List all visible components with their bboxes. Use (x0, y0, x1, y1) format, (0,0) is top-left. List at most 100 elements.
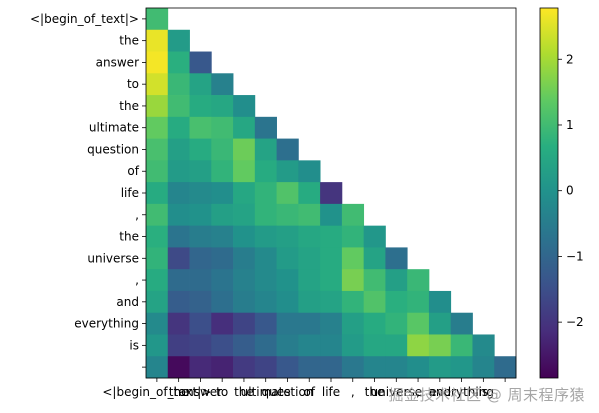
heatmap-cell-r11-c1 (167, 247, 190, 270)
heatmap-cell-r13-c8 (320, 290, 343, 314)
heatmap-cell-r8-c5 (254, 182, 277, 205)
heatmap-cell-r10-c8 (320, 225, 343, 248)
heatmap-cell-r12-c11 (385, 269, 408, 292)
heatmap-cell-r16-c14 (450, 356, 473, 379)
heatmap-cell-r9-c3 (211, 203, 234, 227)
heatmap-cell-r12-c3 (211, 269, 234, 292)
heatmap-cell-r11-c4 (233, 247, 256, 270)
x-tick-label: universe (370, 385, 422, 399)
heatmap-cell-r16-c12 (407, 356, 430, 379)
heatmap-cell-r9-c8 (320, 203, 343, 227)
heatmap-cell-r12-c0 (146, 269, 169, 292)
heatmap-cell-r9-c4 (233, 203, 256, 227)
heatmap-cell-r11-c3 (211, 247, 234, 270)
heatmap-cell-r16-c6 (276, 356, 299, 379)
x-tick-label: question (262, 385, 314, 399)
x-tick-label: life (322, 385, 340, 399)
heatmap-cell-r12-c12 (407, 269, 430, 292)
x-tick-label: to (216, 385, 228, 399)
x-tick-label: , (351, 385, 355, 399)
heatmap-cell-r10-c6 (276, 225, 299, 248)
heatmap-cell-r15-c6 (276, 334, 299, 357)
heatmap-cell-r15-c8 (320, 334, 343, 357)
heatmap-cell-r15-c12 (407, 334, 430, 357)
heatmap-cell-r8-c8 (320, 182, 343, 205)
heatmap-cell-r1-c0 (146, 29, 169, 52)
heatmap-cell-r10-c10 (363, 225, 386, 248)
heatmap-cell-r11-c11 (385, 247, 408, 270)
y-tick-label: the (119, 230, 139, 244)
x-tick-label: of (303, 385, 315, 399)
heatmap-cell-r14-c10 (363, 312, 386, 335)
heatmap-cell-r15-c5 (254, 334, 277, 357)
heatmap-cell-r13-c11 (385, 290, 408, 314)
heatmap-cell-r6-c1 (167, 138, 190, 161)
heatmap-cell-r15-c9 (341, 334, 365, 357)
heatmap-cell-r9-c2 (189, 203, 212, 227)
heatmap-cell-r13-c4 (233, 290, 256, 314)
heatmap-cell-r16-c2 (189, 356, 212, 379)
heatmap-cell-r11-c8 (320, 247, 343, 270)
heatmap-cell-r10-c4 (233, 225, 256, 248)
heatmap-cell-r9-c9 (341, 203, 365, 227)
heatmap-cell-r5-c1 (167, 116, 190, 139)
heatmap-cell-r10-c1 (167, 225, 190, 248)
heatmap-cell-r15-c7 (298, 334, 321, 357)
heatmap-cell-r11-c7 (298, 247, 321, 270)
heatmap-cell-r14-c4 (233, 312, 256, 335)
heatmap-cell-r13-c6 (276, 290, 299, 314)
heatmap-cell-r6-c2 (189, 138, 212, 161)
heatmap-cell-r16-c10 (363, 356, 386, 379)
heatmap-cell-r10-c7 (298, 225, 321, 248)
heatmap-cell-r12-c6 (276, 269, 299, 292)
heatmap-cell-r5-c5 (254, 116, 277, 139)
heatmap-cell-r6-c3 (211, 138, 234, 161)
heatmap-cell-r16-c11 (385, 356, 408, 379)
heatmap-cell-r12-c9 (341, 269, 365, 292)
heatmap-cell-r2-c2 (189, 51, 212, 74)
colorbar-tick-label: 0 (566, 184, 574, 198)
heatmap-cell-r16-c16 (494, 356, 517, 379)
x-tick-label: ultimate (241, 385, 291, 399)
heatmap-cell-r6-c4 (233, 138, 256, 161)
heatmap-cell-r13-c9 (341, 290, 365, 314)
heatmap-cell-r8-c0 (146, 182, 169, 205)
heatmap-cell-r4-c3 (211, 95, 234, 118)
x-tick-label: the (365, 385, 385, 399)
y-tick-label: the (119, 34, 139, 48)
y-tick-label: to (127, 77, 139, 91)
heatmap-cell-r13-c7 (298, 290, 321, 314)
heatmap-cell-r12-c4 (233, 269, 256, 292)
heatmap-cell-r11-c0 (146, 247, 169, 270)
heatmap-cell-r7-c3 (211, 160, 234, 183)
heatmap-cell-r16-c8 (320, 356, 343, 379)
heatmap-cell-r11-c9 (341, 247, 365, 270)
colorbar-tick-label: 2 (566, 52, 574, 66)
y-tick-label: <|begin_of_text|> (30, 12, 139, 26)
heatmap-cell-r7-c7 (298, 160, 321, 183)
heatmap-cell-r5-c3 (211, 116, 234, 139)
heatmap-cell-r3-c2 (189, 73, 212, 96)
y-tick-label: of (127, 164, 139, 178)
heatmap-cell-r14-c0 (146, 312, 169, 335)
heatmap-cell-r5-c0 (146, 116, 169, 139)
heatmap-cell-r12-c5 (254, 269, 277, 292)
heatmap-cell-r13-c5 (254, 290, 277, 314)
x-tick-label: , (416, 385, 420, 399)
heatmap-cell-r16-c13 (428, 356, 452, 379)
heatmap-cell-r8-c7 (298, 182, 321, 205)
heatmap-cell-r15-c4 (233, 334, 256, 357)
colorbar-tick-label: 1 (566, 118, 574, 132)
heatmap-cell-r14-c9 (341, 312, 365, 335)
colorbar-ticks: 2 1 0 −1 −2 (558, 52, 584, 329)
heatmap-cell-r14-c12 (407, 312, 430, 335)
heatmap-cell-r14-c5 (254, 312, 277, 335)
heatmap-cell-r9-c5 (254, 203, 277, 227)
heatmap-cell-r12-c2 (189, 269, 212, 292)
y-tick-label: is (129, 338, 139, 352)
heatmap-cell-r15-c11 (385, 334, 408, 357)
x-tick-label: the (234, 385, 254, 399)
heatmap-cell-r15-c2 (189, 334, 212, 357)
heatmap-cell-r6-c0 (146, 138, 169, 161)
heatmap-cell-r6-c6 (276, 138, 299, 161)
